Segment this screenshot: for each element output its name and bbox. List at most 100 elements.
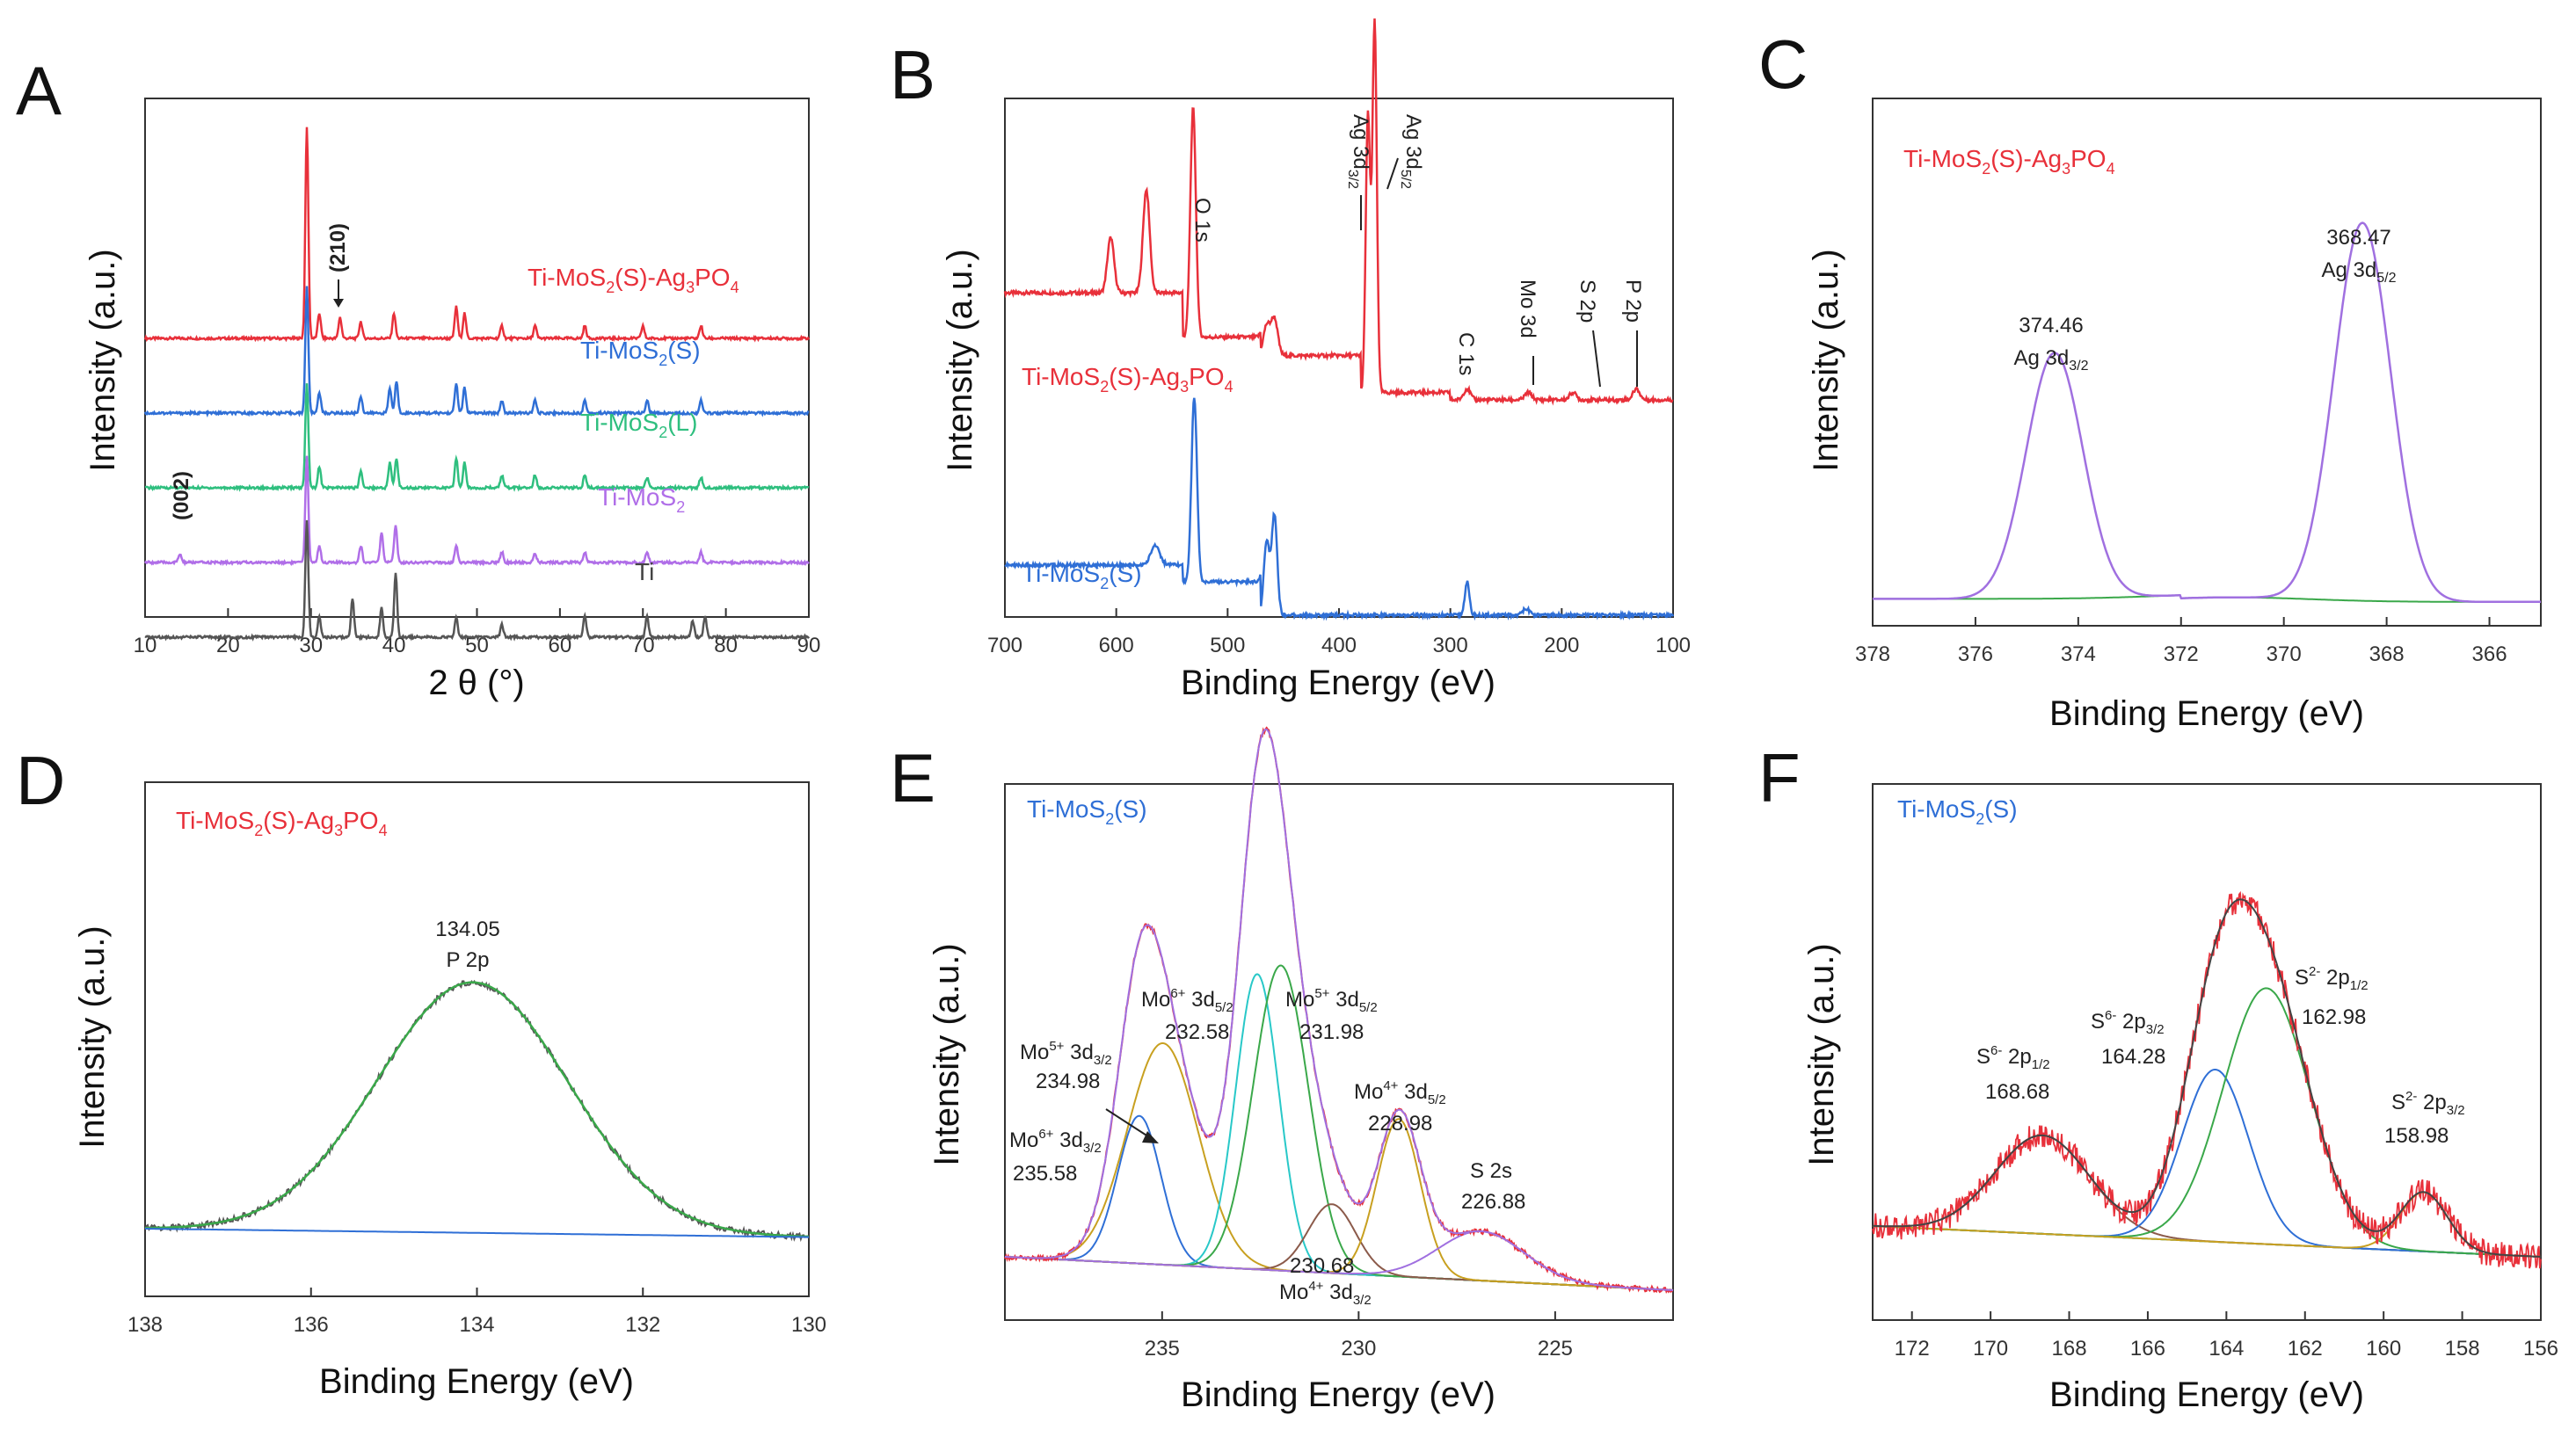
survey-series-blue xyxy=(1004,397,1675,621)
sample-label-c: Ti-MoS2(S)-Ag3PO4 xyxy=(1903,145,2115,178)
plot-frame-a xyxy=(144,98,810,618)
e-tick-label: 225 xyxy=(1538,1337,1573,1361)
series-lines-a xyxy=(143,127,811,642)
peak-label-c2: Ag 3d5/2 xyxy=(2322,258,2397,286)
f-tick-label: 166 xyxy=(2130,1337,2165,1361)
x-axis-ticks-d: 138 136 134 132 130 xyxy=(127,1288,826,1337)
panel-letter-b: B xyxy=(890,36,935,113)
x-axis-ticks-e: 235 230 225 xyxy=(1145,1311,1573,1361)
peak-label-c1: Ag 3d3/2 xyxy=(2014,346,2089,374)
panel-letter-c: C xyxy=(1758,25,1808,103)
y-axis-title-f: Intensity (a.u.) xyxy=(1802,943,1841,1165)
raw-line-f xyxy=(1872,890,2542,1269)
panel-b: B 700 600 500 400 300 200 100 Binding Energy (… xyxy=(890,18,1691,702)
legend-label-b2: Ti-MoS2(S) xyxy=(1022,560,1142,592)
f-tick-label: 162 xyxy=(2288,1337,2323,1361)
arrow-ag3d52 xyxy=(1386,157,1399,190)
background-line-d xyxy=(145,1228,809,1238)
x-axis-title-e: Binding Energy (eV) xyxy=(1181,1375,1495,1414)
value-158-98: 158.98 xyxy=(2384,1124,2449,1148)
d-tick-label: 138 xyxy=(127,1313,163,1337)
e-tick-label: 230 xyxy=(1341,1337,1376,1361)
e-tick-label: 235 xyxy=(1145,1337,1180,1361)
panel-f: F 172 170 168 166 164 162 160 158 156 Binding En… xyxy=(1758,739,2558,1414)
c-tick-label: 370 xyxy=(2267,642,2302,666)
value-235-58: 235.58 xyxy=(1013,1162,1077,1186)
d-tick-label: 130 xyxy=(791,1313,826,1337)
component-line-e xyxy=(1005,1042,1674,1291)
b-tick-label: 100 xyxy=(1655,634,1691,657)
x-axis-title-b: Binding Energy (eV) xyxy=(1181,664,1495,702)
label-mo4-3d32: Mo4+ 3d3/2 xyxy=(1279,1279,1372,1308)
component-line-e xyxy=(1004,964,1674,1291)
legend-label-a5: Ti xyxy=(635,558,654,585)
legend-label-a3: Ti-MoS2(L) xyxy=(580,409,697,441)
f-tick-label: 160 xyxy=(2366,1337,2401,1361)
y-axis-title-a: Intensity (a.u.) xyxy=(84,249,122,471)
value-228-98: 228.98 xyxy=(1368,1112,1432,1136)
label-s2s: S 2s xyxy=(1470,1159,1512,1183)
legend-label-a2: Ti-MoS2(S) xyxy=(580,337,701,369)
xrd-series-line xyxy=(143,127,811,343)
xrd-series-line xyxy=(144,519,811,642)
legend-label-b1: Ti-MoS2(S)-Ag3PO4 xyxy=(1022,363,1233,395)
x-axis-title-f: Binding Energy (eV) xyxy=(2049,1375,2364,1414)
xrd-series-line xyxy=(143,455,810,567)
f-tick-label: 172 xyxy=(1895,1337,1930,1361)
b-tick-label: 200 xyxy=(1544,634,1579,657)
panel-letter-a: A xyxy=(16,52,62,129)
x-axis-ticks-a: 10 20 30 40 50 60 70 80 90 xyxy=(134,608,820,657)
value-168-68: 168.68 xyxy=(1985,1080,2049,1104)
envelope-line-e xyxy=(1005,728,1674,1291)
hkl-label-002: (002) xyxy=(170,471,193,520)
panel-e: E 235 230 225 Binding Energy (eV) Intensit… xyxy=(890,726,1674,1414)
label-mo5-3d52: Mo5+ 3d5/2 xyxy=(1285,986,1378,1015)
f-tick-label: 168 xyxy=(2052,1337,2087,1361)
x-axis-title-c: Binding Energy (eV) xyxy=(2049,694,2364,733)
legend-label-a4: Ti-MoS2 xyxy=(598,483,685,516)
x-axis-title-a: 2 θ (°) xyxy=(428,664,524,702)
plot-frame-e xyxy=(1004,783,1674,1321)
d-tick-label: 136 xyxy=(294,1313,329,1337)
arrow-mo5-3d32 xyxy=(1105,1108,1154,1141)
d-tick-label: 132 xyxy=(625,1313,660,1337)
value-226-88: 226.88 xyxy=(1461,1190,1525,1214)
xrd-series-line xyxy=(143,286,810,418)
label-mo6-3d32: Mo6+ 3d3/2 xyxy=(1009,1127,1102,1156)
plot-frame-d xyxy=(144,781,810,1297)
f-tick-label: 164 xyxy=(2209,1337,2244,1361)
b-tick-label: 600 xyxy=(1099,634,1134,657)
plot-frame-b xyxy=(1004,98,1674,618)
sample-label-d: Ti-MoS2(S)-Ag3PO4 xyxy=(176,807,388,839)
fit-line-c xyxy=(1873,221,2541,604)
panel-letter-f: F xyxy=(1758,739,1801,816)
c-tick-label: 376 xyxy=(1958,642,1993,666)
sample-label-f: Ti-MoS2(S) xyxy=(1897,795,2018,828)
b-tick-label: 500 xyxy=(1210,634,1245,657)
peak-label-ag3d52: Ag 3d5/2 xyxy=(1398,114,1425,189)
label-s2-2p32: S2- 2p3/2 xyxy=(2391,1089,2465,1118)
legend-label-a1: Ti-MoS2(S)-Ag3PO4 xyxy=(528,264,739,296)
c-tick-label: 368 xyxy=(2369,642,2405,666)
peak-label-c1s: C 1s xyxy=(1454,332,1478,375)
peak-label-mo3d: Mo 3d xyxy=(1516,279,1539,338)
label-s6-2p12: S6- 2p1/2 xyxy=(1976,1043,2050,1072)
series-lines-f xyxy=(1872,890,2542,1269)
value-231-98: 231.98 xyxy=(1299,1020,1364,1044)
b-tick-label: 300 xyxy=(1433,634,1468,657)
y-axis-title-d: Intensity (a.u.) xyxy=(73,925,112,1148)
value-230-68: 230.68 xyxy=(1290,1254,1354,1278)
arrowhead-210 xyxy=(333,299,344,308)
panel-c: C 378 376 374 372 370 368 366 Binding Energy (… xyxy=(1758,25,2542,733)
x-axis-title-d: Binding Energy (eV) xyxy=(319,1362,634,1401)
f-tick-label: 158 xyxy=(2445,1337,2480,1361)
peak-label-o1s: O 1s xyxy=(1190,198,1214,243)
b-tick-label: 400 xyxy=(1321,634,1357,657)
peak-label-s2p: S 2p xyxy=(1575,279,1599,323)
fit-line-d xyxy=(145,981,809,1238)
c-tick-label: 366 xyxy=(2472,642,2507,666)
series-lines-d xyxy=(144,979,810,1243)
arrowhead-mo5-3d32 xyxy=(1142,1131,1159,1143)
peak-value-d1: 134.05 xyxy=(435,918,499,941)
raw-line-d xyxy=(144,979,810,1243)
